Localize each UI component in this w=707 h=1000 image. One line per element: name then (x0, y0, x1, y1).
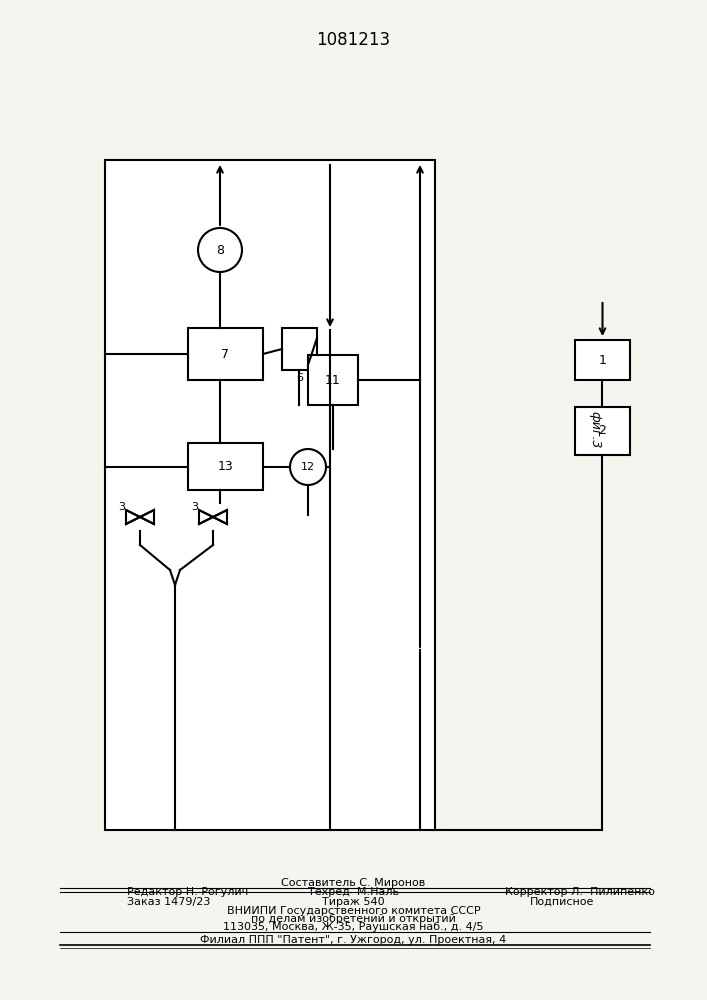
Text: 8: 8 (216, 243, 224, 256)
Text: 1081213: 1081213 (316, 31, 390, 49)
Text: Составитель С. Миронов: Составитель С. Миронов (281, 878, 426, 888)
FancyBboxPatch shape (308, 355, 358, 405)
Polygon shape (213, 510, 227, 524)
Text: Техред  М.Наль: Техред М.Наль (308, 887, 399, 897)
Text: 3: 3 (192, 502, 199, 512)
Text: Редактор Н. Рогулич: Редактор Н. Рогулич (127, 887, 248, 897)
Text: Корректор Л.  Пилипенко: Корректор Л. Пилипенко (505, 887, 655, 897)
Text: 6: 6 (296, 373, 303, 383)
Text: Тираж 540: Тираж 540 (322, 897, 385, 907)
Circle shape (198, 228, 242, 272)
Text: фиг.3: фиг.3 (588, 411, 602, 449)
FancyBboxPatch shape (105, 160, 435, 830)
Polygon shape (126, 510, 140, 524)
Text: 12: 12 (301, 462, 315, 472)
FancyBboxPatch shape (575, 340, 630, 380)
FancyBboxPatch shape (188, 443, 263, 490)
Text: 11: 11 (325, 373, 341, 386)
Text: 13: 13 (218, 460, 233, 473)
Text: 113035, Москва, Ж-35, Раушская наб., д. 4/5: 113035, Москва, Ж-35, Раушская наб., д. … (223, 922, 484, 932)
Text: Заказ 1479/23: Заказ 1479/23 (127, 897, 211, 907)
Text: 7: 7 (221, 348, 230, 360)
Text: Филиал ППП "Патент", г. Ужгород, ул. Проектная, 4: Филиал ППП "Патент", г. Ужгород, ул. Про… (200, 935, 507, 945)
FancyBboxPatch shape (188, 328, 263, 380)
Text: Подписное: Подписное (530, 897, 595, 907)
Circle shape (290, 449, 326, 485)
Text: 1: 1 (599, 354, 607, 366)
Text: 2: 2 (599, 424, 607, 438)
Polygon shape (199, 510, 213, 524)
Polygon shape (140, 510, 154, 524)
Text: по делам изобретений и открытий: по делам изобретений и открытий (251, 914, 456, 924)
Text: ВНИИПИ Государственного комитета СССР: ВНИИПИ Государственного комитета СССР (227, 906, 480, 916)
FancyBboxPatch shape (282, 328, 317, 370)
FancyBboxPatch shape (575, 407, 630, 455)
Text: 3: 3 (119, 502, 126, 512)
